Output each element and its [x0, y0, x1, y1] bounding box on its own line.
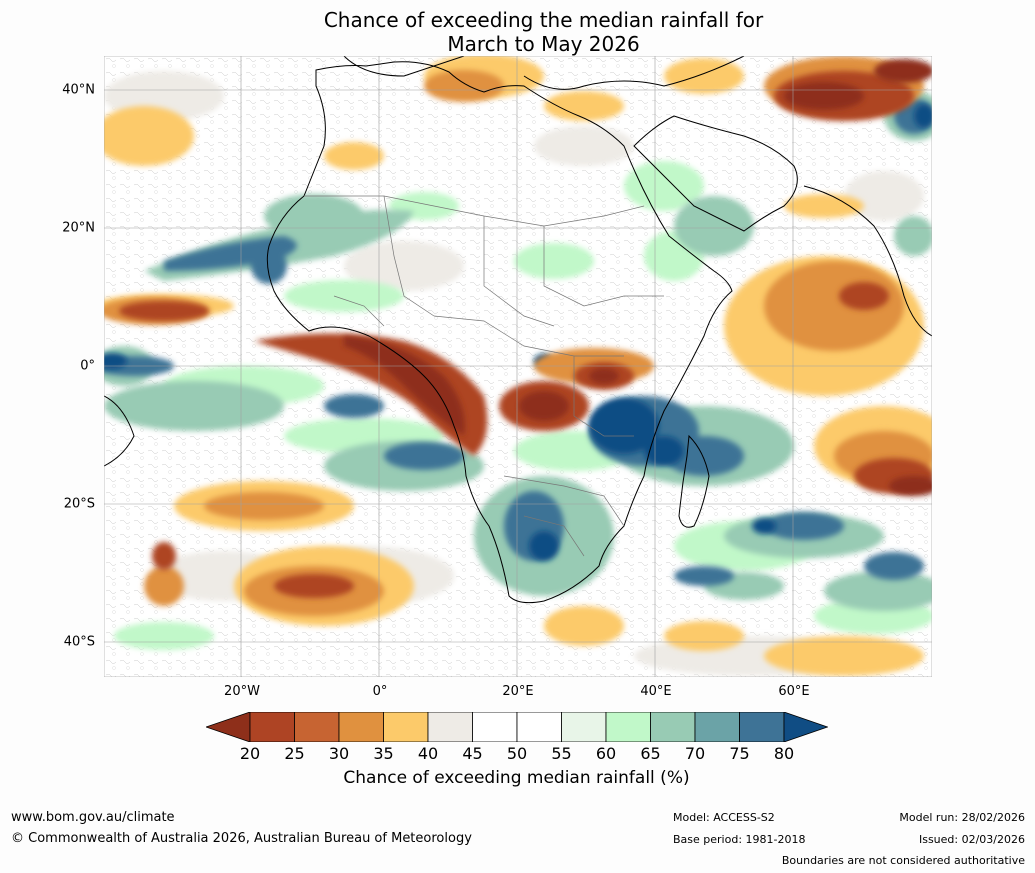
- colorbar-cells: [206, 712, 828, 742]
- footer-base-period: Base period: 1981-2018: [673, 833, 806, 846]
- colorbar-cell: [739, 712, 785, 742]
- colorbar-tick-label: 30: [328, 744, 350, 763]
- colorbar-cell: [249, 712, 295, 742]
- arabia-coast: [633, 115, 798, 232]
- europe-coast: [343, 56, 465, 77]
- colorbar-label: Chance of exceeding median rainfall (%): [0, 768, 1035, 788]
- title-line-2: March to May 2026: [447, 32, 640, 56]
- graticule: [104, 56, 932, 677]
- india-coast: [803, 185, 932, 337]
- africa-coast: [266, 61, 733, 604]
- lat-label-20n: 20°N: [62, 220, 95, 236]
- lat-label-40n: 40°N: [62, 82, 95, 98]
- colorbar-tick-label: 60: [595, 744, 617, 763]
- title-line-1: Chance of exceeding the median rainfall …: [323, 8, 764, 32]
- colorbar-tick-label: 40: [417, 744, 439, 763]
- rainfall-map: [104, 56, 932, 677]
- colorbar-cell: [427, 712, 473, 742]
- colorbar-cell: [650, 712, 696, 742]
- chart-title: Chance of exceeding the median rainfall …: [0, 8, 1035, 56]
- lat-label-20s: 20°S: [63, 496, 95, 512]
- country-borders: [304, 195, 664, 557]
- lat-label-0: 0°: [80, 358, 95, 374]
- colorbar-tick-label: 35: [373, 744, 394, 763]
- lon-label-0: 0°: [372, 684, 388, 699]
- colorbar-cell: [294, 712, 340, 742]
- colorbar-tick-label: 70: [684, 744, 706, 763]
- colorbar-tick-label: 65: [640, 744, 661, 763]
- dark-blue-patches: [104, 104, 932, 561]
- colorbar-tick-label: 80: [773, 744, 795, 763]
- footer-issued: Issued: 02/03/2026: [918, 833, 1025, 846]
- colorbar-tick-label: 55: [551, 744, 572, 763]
- south-america-coast: [104, 395, 135, 467]
- colorbar-cell: [472, 712, 518, 742]
- lon-label-40e: 40°E: [640, 684, 672, 699]
- colorbar-extend-high: [783, 712, 828, 742]
- mediterranean-north-coast: [523, 56, 745, 90]
- colorbar-label-text: Chance of exceeding median rainfall (%): [343, 768, 690, 788]
- lon-label-60e: 60°E: [778, 684, 810, 699]
- footer-model-run: Model run: 28/02/2026: [899, 811, 1025, 824]
- colorbar-extend-low: [206, 712, 251, 742]
- coastlines: [104, 56, 932, 604]
- colorbar-cell: [694, 712, 740, 742]
- footer-copyright: © Commonwealth of Australia 2026, Austra…: [11, 831, 472, 846]
- colorbar-cell: [383, 712, 429, 742]
- dark-brown-patches: [344, 59, 932, 496]
- colorbar-tick-label: 20: [239, 744, 261, 763]
- colorbar: [206, 712, 828, 742]
- footer-url: www.bom.gov.au/climate: [11, 810, 175, 825]
- colorbar-cell: [516, 712, 562, 742]
- colorbar-cell: [338, 712, 384, 742]
- colorbar-cell: [605, 712, 651, 742]
- footer-model: Model: ACCESS-S2: [673, 811, 775, 824]
- madagascar-coast: [678, 434, 710, 528]
- colorbar-tick-label: 50: [506, 744, 528, 763]
- colorbar-tick-label: 25: [284, 744, 305, 763]
- map-svg: [104, 56, 932, 677]
- lon-label-20e: 20°E: [502, 684, 534, 699]
- lat-label-40s: 40°S: [63, 634, 95, 650]
- footer-disclaimer: Boundaries are not considered authoritat…: [781, 854, 1025, 867]
- lon-label-20w: 20°W: [224, 684, 260, 699]
- colorbar-cell: [561, 712, 607, 742]
- colorbar-tick-label: 45: [462, 744, 483, 763]
- colorbar-tick-label: 75: [729, 744, 750, 763]
